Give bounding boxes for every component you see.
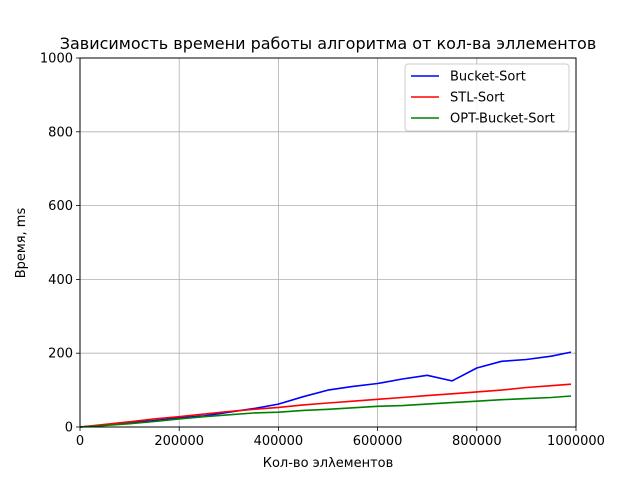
y-tick-label: 1000 <box>40 52 73 67</box>
ticks-layer: 0 200000 400000 600000 800000 1000000 0 200 400 6… <box>40 52 605 450</box>
y-tick-label: 600 <box>48 199 73 214</box>
x-tick-label: 200000 <box>154 434 204 449</box>
legend: Bucket-Sort STL-Sort OPT-Bucket-Sort <box>404 63 570 132</box>
y-axis-title: Время, ms <box>14 208 29 279</box>
series-layer <box>79 351 572 428</box>
x-axis-title: Кол-во элλементов <box>263 456 394 471</box>
legend-frame <box>404 63 570 132</box>
y-tick-label: 200 <box>48 347 73 362</box>
x-tick-label: 1000000 <box>547 434 605 449</box>
x-tick-label: 400000 <box>254 434 304 449</box>
x-tick-label: 0 <box>76 434 84 449</box>
legend-label-stl-sort: STL-Sort <box>450 91 505 106</box>
x-tick-label: 600000 <box>353 434 403 449</box>
plot-frame <box>79 57 577 428</box>
chart-title: Зависимость времени работы алгоритма от … <box>60 34 597 53</box>
series-line-opt-bucket-sort <box>79 395 572 428</box>
legend-label-bucket-sort: Bucket-Sort <box>450 70 526 85</box>
x-tick-label: 800000 <box>452 434 502 449</box>
y-tick-label: 800 <box>48 125 73 140</box>
series-line-stl-sort <box>79 383 572 428</box>
legend-label-opt-bucket-sort: OPT-Bucket-Sort <box>450 112 555 127</box>
series-line-bucket-sort <box>79 351 572 428</box>
y-tick-label: 400 <box>48 273 73 288</box>
y-tick-label: 0 <box>65 421 73 436</box>
